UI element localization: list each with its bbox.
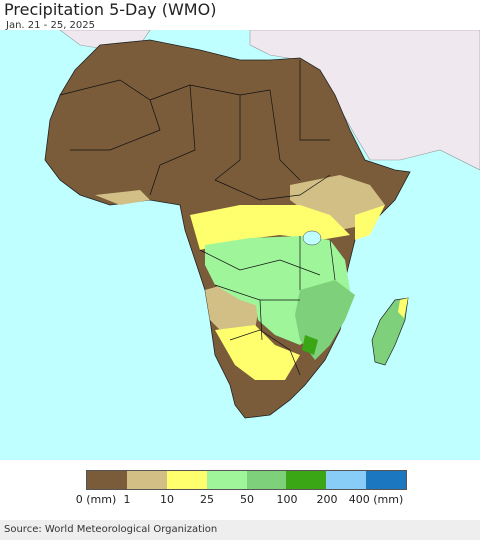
legend-label-0: 0 (mm) <box>75 493 117 506</box>
legend-swatch-5 <box>286 471 327 489</box>
legend-label-2: 10 <box>160 493 174 506</box>
legend-label-3: 25 <box>200 493 214 506</box>
legend-label-5: 100 <box>276 493 298 506</box>
legend-swatch-7 <box>366 471 406 489</box>
country-borders <box>59 60 336 376</box>
source-text: Source: World Meteorological Organizatio… <box>4 524 218 535</box>
madagascar <box>371 297 409 366</box>
dark-green-zone <box>302 335 318 355</box>
legend-swatch-6 <box>326 471 367 489</box>
yellow-zone-east-coast <box>355 205 385 240</box>
legend-swatch-2 <box>166 471 207 489</box>
legend-label-1: 1 <box>123 493 131 506</box>
legend-labels: 0 (mm) 1 10 25 50 100 200 400 (mm) <box>0 493 480 507</box>
legend-swatch-0 <box>87 471 127 489</box>
legend-swatch-4 <box>246 471 287 489</box>
precipitation-map <box>0 30 480 460</box>
date-range: Jan. 21 - 25, 2025 <box>6 20 95 31</box>
legend-label-7: 400 (mm) <box>348 493 404 506</box>
legend-swatch-3 <box>206 471 247 489</box>
legend-swatch-1 <box>126 471 167 489</box>
tan-zone-west-coast <box>95 190 150 205</box>
madagascar-yellow-edge <box>398 298 408 318</box>
footer: Source: World Meteorological Organizatio… <box>0 520 480 540</box>
legend-label-6: 200 <box>316 493 338 506</box>
legend-color-bar <box>86 470 407 490</box>
lake-victoria <box>302 230 322 246</box>
page-title: Precipitation 5-Day (WMO) <box>4 0 217 19</box>
yellow-zone-southwest <box>215 325 300 380</box>
legend-label-4: 50 <box>240 493 254 506</box>
